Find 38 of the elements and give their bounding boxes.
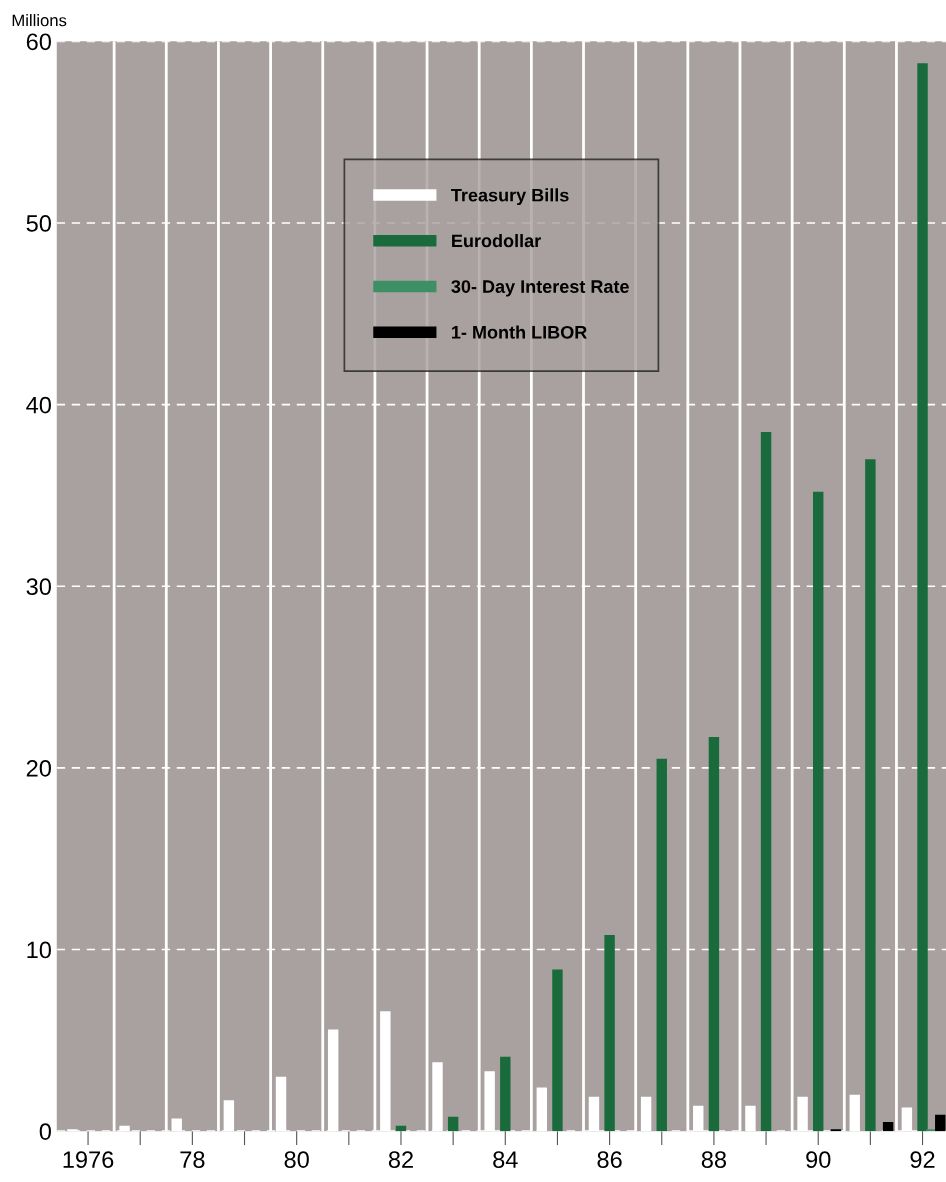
x-tick-label: 80 [284, 1151, 309, 1168]
bar [935, 1114, 946, 1132]
y-tick-label: 10 [27, 941, 51, 959]
bar [447, 1116, 459, 1132]
x-tick-label: 1976 [63, 1151, 114, 1168]
bar [432, 1062, 443, 1132]
x-tick-label: 84 [493, 1151, 518, 1168]
y-axis-title: Millions [12, 14, 67, 27]
y-tick-label: 50 [26, 215, 51, 232]
x-tick-label: 78 [180, 1151, 205, 1168]
bar [552, 969, 563, 1132]
legend-label: 1- Month LIBOR [452, 325, 587, 339]
bar [745, 1105, 756, 1132]
bar [865, 459, 876, 1132]
y-tick-label: 60 [26, 33, 51, 51]
bar [536, 1087, 548, 1132]
bar [882, 1122, 894, 1132]
bar [849, 1094, 860, 1132]
y-tick-label: 0 [39, 1123, 51, 1140]
legend-label: Treasury Bills [451, 188, 569, 206]
y-tick-label: 30 [26, 578, 51, 596]
legend-label: Eurodollar [452, 233, 541, 248]
x-tick-label: 88 [701, 1151, 727, 1168]
x-tick-label: 90 [806, 1151, 831, 1168]
x-tick-label: 92 [910, 1151, 935, 1168]
bar [917, 63, 928, 1132]
bar [500, 1056, 511, 1132]
bar [760, 431, 772, 1132]
y-tick-label: 20 [26, 759, 51, 777]
bar [640, 1096, 652, 1132]
legend-label: 30- Day Interest Rate [451, 280, 629, 297]
bar [604, 935, 615, 1132]
y-tick-label: 40 [26, 396, 51, 414]
bar [813, 491, 824, 1132]
bar [708, 737, 720, 1132]
x-tick-label: 82 [388, 1151, 413, 1168]
x-tick-label: 86 [597, 1151, 622, 1168]
bar [656, 758, 667, 1132]
